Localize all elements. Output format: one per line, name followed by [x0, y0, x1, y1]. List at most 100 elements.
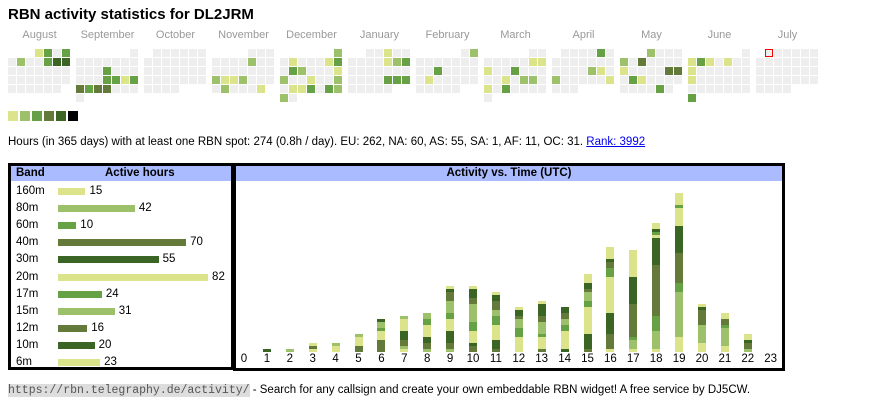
day-cell[interactable]	[76, 76, 84, 84]
day-cell[interactable]	[706, 67, 714, 75]
day-cell[interactable]	[393, 58, 401, 66]
day-cell[interactable]	[103, 76, 111, 84]
day-cell[interactable]	[171, 58, 179, 66]
today-cell[interactable]	[765, 49, 773, 57]
day-cell[interactable]	[248, 85, 256, 93]
day-cell[interactable]	[552, 85, 560, 93]
day-cell[interactable]	[121, 85, 129, 93]
day-cell[interactable]	[402, 49, 410, 57]
day-cell[interactable]	[307, 58, 315, 66]
day-cell[interactable]	[801, 49, 809, 57]
day-cell[interactable]	[298, 76, 306, 84]
day-cell[interactable]	[434, 85, 442, 93]
day-cell[interactable]	[647, 58, 655, 66]
day-cell[interactable]	[588, 67, 596, 75]
day-cell[interactable]	[171, 49, 179, 57]
day-cell[interactable]	[53, 85, 61, 93]
day-cell[interactable]	[221, 67, 229, 75]
day-cell[interactable]	[443, 58, 451, 66]
day-cell[interactable]	[520, 67, 528, 75]
day-cell[interactable]	[570, 49, 578, 57]
day-cell[interactable]	[298, 85, 306, 93]
day-cell[interactable]	[76, 85, 84, 93]
day-cell[interactable]	[529, 49, 537, 57]
day-cell[interactable]	[94, 67, 102, 75]
day-cell[interactable]	[529, 58, 537, 66]
day-cell[interactable]	[688, 85, 696, 93]
day-cell[interactable]	[289, 76, 297, 84]
day-cell[interactable]	[520, 76, 528, 84]
day-cell[interactable]	[103, 85, 111, 93]
day-cell[interactable]	[44, 67, 52, 75]
day-cell[interactable]	[493, 67, 501, 75]
day-cell[interactable]	[85, 67, 93, 75]
day-cell[interactable]	[298, 58, 306, 66]
day-cell[interactable]	[248, 49, 256, 57]
day-cell[interactable]	[357, 58, 365, 66]
day-cell[interactable]	[189, 67, 197, 75]
day-cell[interactable]	[162, 67, 170, 75]
day-cell[interactable]	[588, 76, 596, 84]
day-cell[interactable]	[239, 85, 247, 93]
day-cell[interactable]	[198, 58, 206, 66]
day-cell[interactable]	[189, 49, 197, 57]
day-cell[interactable]	[579, 49, 587, 57]
day-cell[interactable]	[810, 67, 818, 75]
day-cell[interactable]	[35, 76, 43, 84]
day-cell[interactable]	[44, 76, 52, 84]
day-cell[interactable]	[520, 58, 528, 66]
day-cell[interactable]	[697, 58, 705, 66]
day-cell[interactable]	[484, 76, 492, 84]
day-cell[interactable]	[325, 58, 333, 66]
day-cell[interactable]	[570, 85, 578, 93]
day-cell[interactable]	[348, 76, 356, 84]
day-cell[interactable]	[366, 67, 374, 75]
day-cell[interactable]	[162, 85, 170, 93]
day-cell[interactable]	[774, 58, 782, 66]
day-cell[interactable]	[461, 58, 469, 66]
day-cell[interactable]	[221, 85, 229, 93]
day-cell[interactable]	[239, 67, 247, 75]
day-cell[interactable]	[257, 49, 265, 57]
day-cell[interactable]	[212, 58, 220, 66]
day-cell[interactable]	[198, 67, 206, 75]
day-cell[interactable]	[257, 58, 265, 66]
day-cell[interactable]	[715, 76, 723, 84]
day-cell[interactable]	[94, 76, 102, 84]
day-cell[interactable]	[357, 67, 365, 75]
day-cell[interactable]	[144, 58, 152, 66]
day-cell[interactable]	[248, 67, 256, 75]
rank-link[interactable]: Rank: 3992	[586, 136, 646, 148]
day-cell[interactable]	[289, 85, 297, 93]
day-cell[interactable]	[248, 76, 256, 84]
day-cell[interactable]	[570, 67, 578, 75]
day-cell[interactable]	[810, 58, 818, 66]
day-cell[interactable]	[597, 76, 605, 84]
day-cell[interactable]	[162, 49, 170, 57]
day-cell[interactable]	[706, 76, 714, 84]
day-cell[interactable]	[425, 76, 433, 84]
day-cell[interactable]	[756, 58, 764, 66]
day-cell[interactable]	[765, 76, 773, 84]
day-cell[interactable]	[620, 58, 628, 66]
day-cell[interactable]	[520, 85, 528, 93]
day-cell[interactable]	[742, 67, 750, 75]
day-cell[interactable]	[697, 76, 705, 84]
day-cell[interactable]	[425, 58, 433, 66]
day-cell[interactable]	[26, 85, 34, 93]
day-cell[interactable]	[774, 67, 782, 75]
day-cell[interactable]	[511, 76, 519, 84]
day-cell[interactable]	[502, 58, 510, 66]
day-cell[interactable]	[688, 76, 696, 84]
day-cell[interactable]	[375, 67, 383, 75]
day-cell[interactable]	[561, 58, 569, 66]
day-cell[interactable]	[121, 67, 129, 75]
day-cell[interactable]	[162, 58, 170, 66]
day-cell[interactable]	[665, 58, 673, 66]
day-cell[interactable]	[774, 76, 782, 84]
day-cell[interactable]	[44, 58, 52, 66]
day-cell[interactable]	[94, 58, 102, 66]
day-cell[interactable]	[325, 67, 333, 75]
day-cell[interactable]	[366, 85, 374, 93]
day-cell[interactable]	[384, 76, 392, 84]
